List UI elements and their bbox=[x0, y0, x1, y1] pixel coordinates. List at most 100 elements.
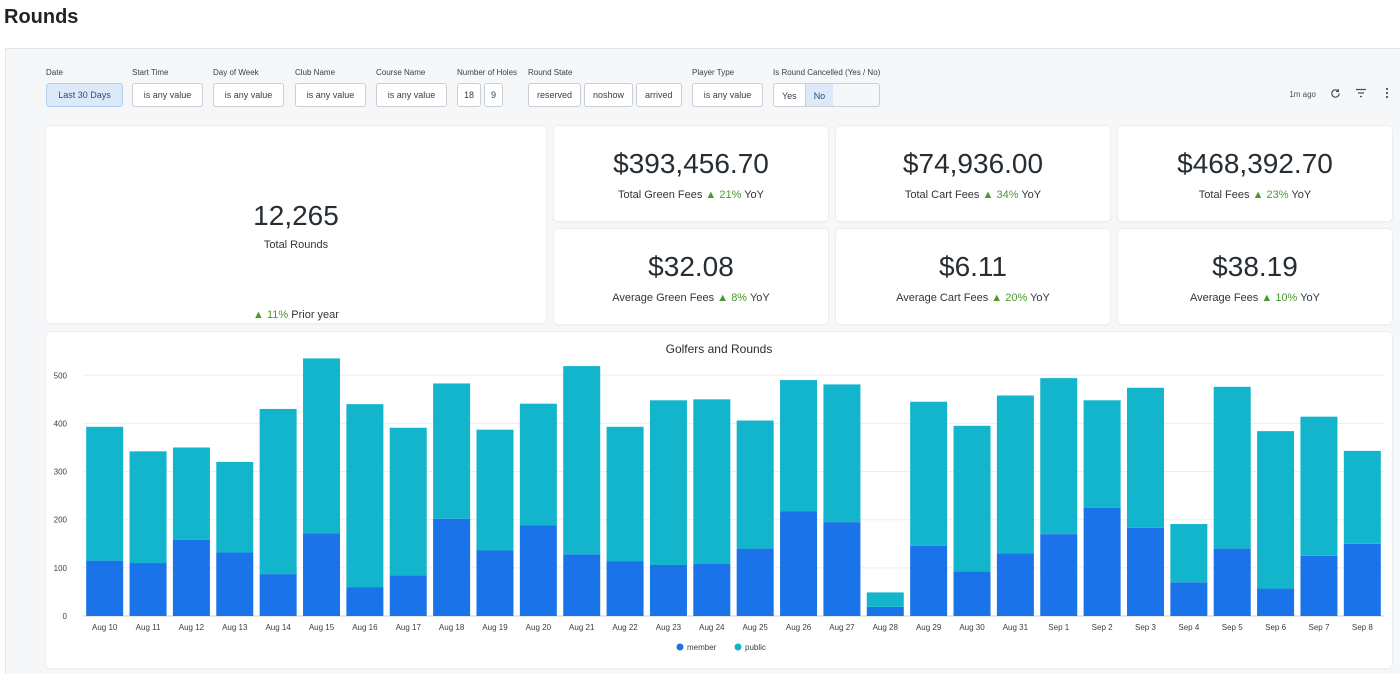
bar-member[interactable] bbox=[780, 511, 818, 616]
bar-public[interactable] bbox=[129, 451, 167, 564]
bar-public[interactable] bbox=[1300, 416, 1338, 556]
bar-member[interactable] bbox=[86, 560, 124, 616]
bar-public[interactable] bbox=[1343, 450, 1381, 544]
bar-public[interactable] bbox=[736, 420, 774, 549]
bar-public[interactable] bbox=[389, 427, 427, 576]
bar-member[interactable] bbox=[303, 533, 341, 616]
bar-public[interactable] bbox=[1213, 386, 1251, 549]
bar-public[interactable] bbox=[1083, 400, 1121, 508]
filter-option-button[interactable]: is any value bbox=[376, 83, 447, 107]
bar-public[interactable] bbox=[476, 429, 514, 551]
bar-public[interactable] bbox=[259, 408, 297, 575]
bar-public[interactable] bbox=[866, 592, 904, 607]
bar-public[interactable] bbox=[823, 384, 861, 523]
filter-options: is any value bbox=[692, 83, 763, 107]
filter-label: Round State bbox=[528, 68, 573, 77]
bar-member[interactable] bbox=[259, 574, 297, 616]
kpi-delta: 8% bbox=[731, 292, 748, 304]
bar-member[interactable] bbox=[433, 518, 471, 616]
filter-option-button[interactable]: reserved bbox=[528, 83, 582, 107]
bar-member[interactable] bbox=[953, 571, 991, 616]
bar-member[interactable] bbox=[736, 548, 774, 616]
filter-option-button[interactable]: Yes bbox=[774, 84, 805, 106]
x-tick-label: Sep 5 bbox=[1222, 623, 1243, 632]
bar-public[interactable] bbox=[1040, 378, 1078, 535]
bar-public[interactable] bbox=[996, 395, 1034, 554]
filter-option-button[interactable]: arrived bbox=[636, 83, 682, 107]
filter-options: reserved noshow arrived bbox=[528, 83, 682, 107]
bar-member[interactable] bbox=[996, 553, 1034, 616]
bar-member[interactable] bbox=[563, 554, 601, 616]
bar-public[interactable] bbox=[563, 366, 601, 555]
bar-member[interactable] bbox=[1300, 555, 1338, 616]
bar-member[interactable] bbox=[476, 550, 514, 616]
filter-course-name: Course Name is any value bbox=[376, 68, 447, 107]
y-tick-label: 0 bbox=[63, 612, 68, 621]
x-tick-label: Aug 12 bbox=[179, 623, 205, 632]
bar-public[interactable] bbox=[780, 380, 818, 512]
kpi-value: $32.08 bbox=[648, 251, 734, 282]
kpi-delta: 23% bbox=[1266, 189, 1289, 201]
x-tick-label: Aug 20 bbox=[526, 623, 552, 632]
bar-member[interactable] bbox=[1083, 507, 1121, 616]
bar-public[interactable] bbox=[693, 399, 731, 564]
filter-label: Course Name bbox=[376, 68, 426, 77]
bar-member[interactable] bbox=[1343, 543, 1381, 616]
bar-member[interactable] bbox=[649, 564, 687, 616]
bar-public[interactable] bbox=[519, 403, 557, 526]
bar-member[interactable] bbox=[1213, 548, 1251, 616]
bar-member[interactable] bbox=[866, 606, 904, 616]
filter-option-button[interactable]: 9 bbox=[484, 83, 504, 107]
filter-option-button[interactable]: is any value bbox=[132, 83, 203, 107]
bar-public[interactable] bbox=[1257, 431, 1295, 589]
bar-public[interactable] bbox=[606, 426, 644, 562]
bar-public[interactable] bbox=[1126, 387, 1164, 528]
bar-member[interactable] bbox=[693, 564, 731, 616]
bar-public[interactable] bbox=[910, 401, 948, 546]
filter-option-button[interactable]: 18 bbox=[457, 83, 482, 107]
bar-member[interactable] bbox=[346, 587, 384, 616]
bar-public[interactable] bbox=[953, 425, 991, 572]
refresh-icon[interactable] bbox=[1328, 88, 1342, 102]
more-vertical-icon[interactable] bbox=[1380, 87, 1394, 102]
bar-member[interactable] bbox=[1170, 582, 1208, 616]
bar-public[interactable] bbox=[649, 400, 687, 565]
bar-member[interactable] bbox=[910, 545, 948, 616]
bar-member[interactable] bbox=[823, 522, 861, 616]
kpi-value: $393,456.70 bbox=[613, 148, 769, 179]
bar-member[interactable] bbox=[606, 561, 644, 616]
filter-options: 18 9 bbox=[457, 83, 517, 107]
bar-member[interactable] bbox=[172, 539, 210, 616]
filter-option-button[interactable]: is any value bbox=[295, 83, 366, 107]
x-tick-label: Aug 15 bbox=[309, 623, 335, 632]
bar-member[interactable] bbox=[519, 525, 557, 616]
filter-option-button[interactable]: Last 30 Days bbox=[46, 83, 123, 107]
bar-public[interactable] bbox=[216, 461, 254, 553]
kpi-delta-suffix: YoY bbox=[749, 292, 770, 304]
bar-member[interactable] bbox=[1040, 534, 1078, 616]
filter-option-button[interactable]: is any value bbox=[692, 83, 763, 107]
bar-public[interactable] bbox=[86, 426, 124, 561]
bar-member[interactable] bbox=[216, 552, 254, 616]
bar-public[interactable] bbox=[346, 404, 384, 588]
bar-member[interactable] bbox=[1126, 527, 1164, 616]
legend-public-swatch bbox=[734, 643, 742, 651]
up-arrow-icon: ▲ bbox=[717, 292, 729, 304]
bar-member[interactable] bbox=[389, 575, 427, 616]
up-arrow-icon: ▲ bbox=[982, 189, 994, 201]
bar-member[interactable] bbox=[129, 563, 167, 616]
y-tick-label: 400 bbox=[54, 419, 68, 428]
filter-option-button[interactable]: is any value bbox=[213, 83, 284, 107]
bar-public[interactable] bbox=[303, 358, 341, 534]
kpi-delta-suffix: YoY bbox=[1291, 189, 1312, 201]
filter-icon[interactable] bbox=[1354, 88, 1368, 101]
bar-public[interactable] bbox=[433, 383, 471, 519]
up-arrow-icon: ▲ bbox=[253, 309, 264, 321]
filter-option-button[interactable]: noshow bbox=[584, 83, 634, 107]
page-title: Rounds bbox=[4, 6, 79, 28]
filter-option-button[interactable]: No bbox=[804, 84, 834, 106]
bar-public[interactable] bbox=[1170, 524, 1208, 583]
kpi-delta-suffix: YoY bbox=[1021, 189, 1042, 201]
bar-member[interactable] bbox=[1257, 588, 1295, 616]
bar-public[interactable] bbox=[172, 447, 210, 540]
